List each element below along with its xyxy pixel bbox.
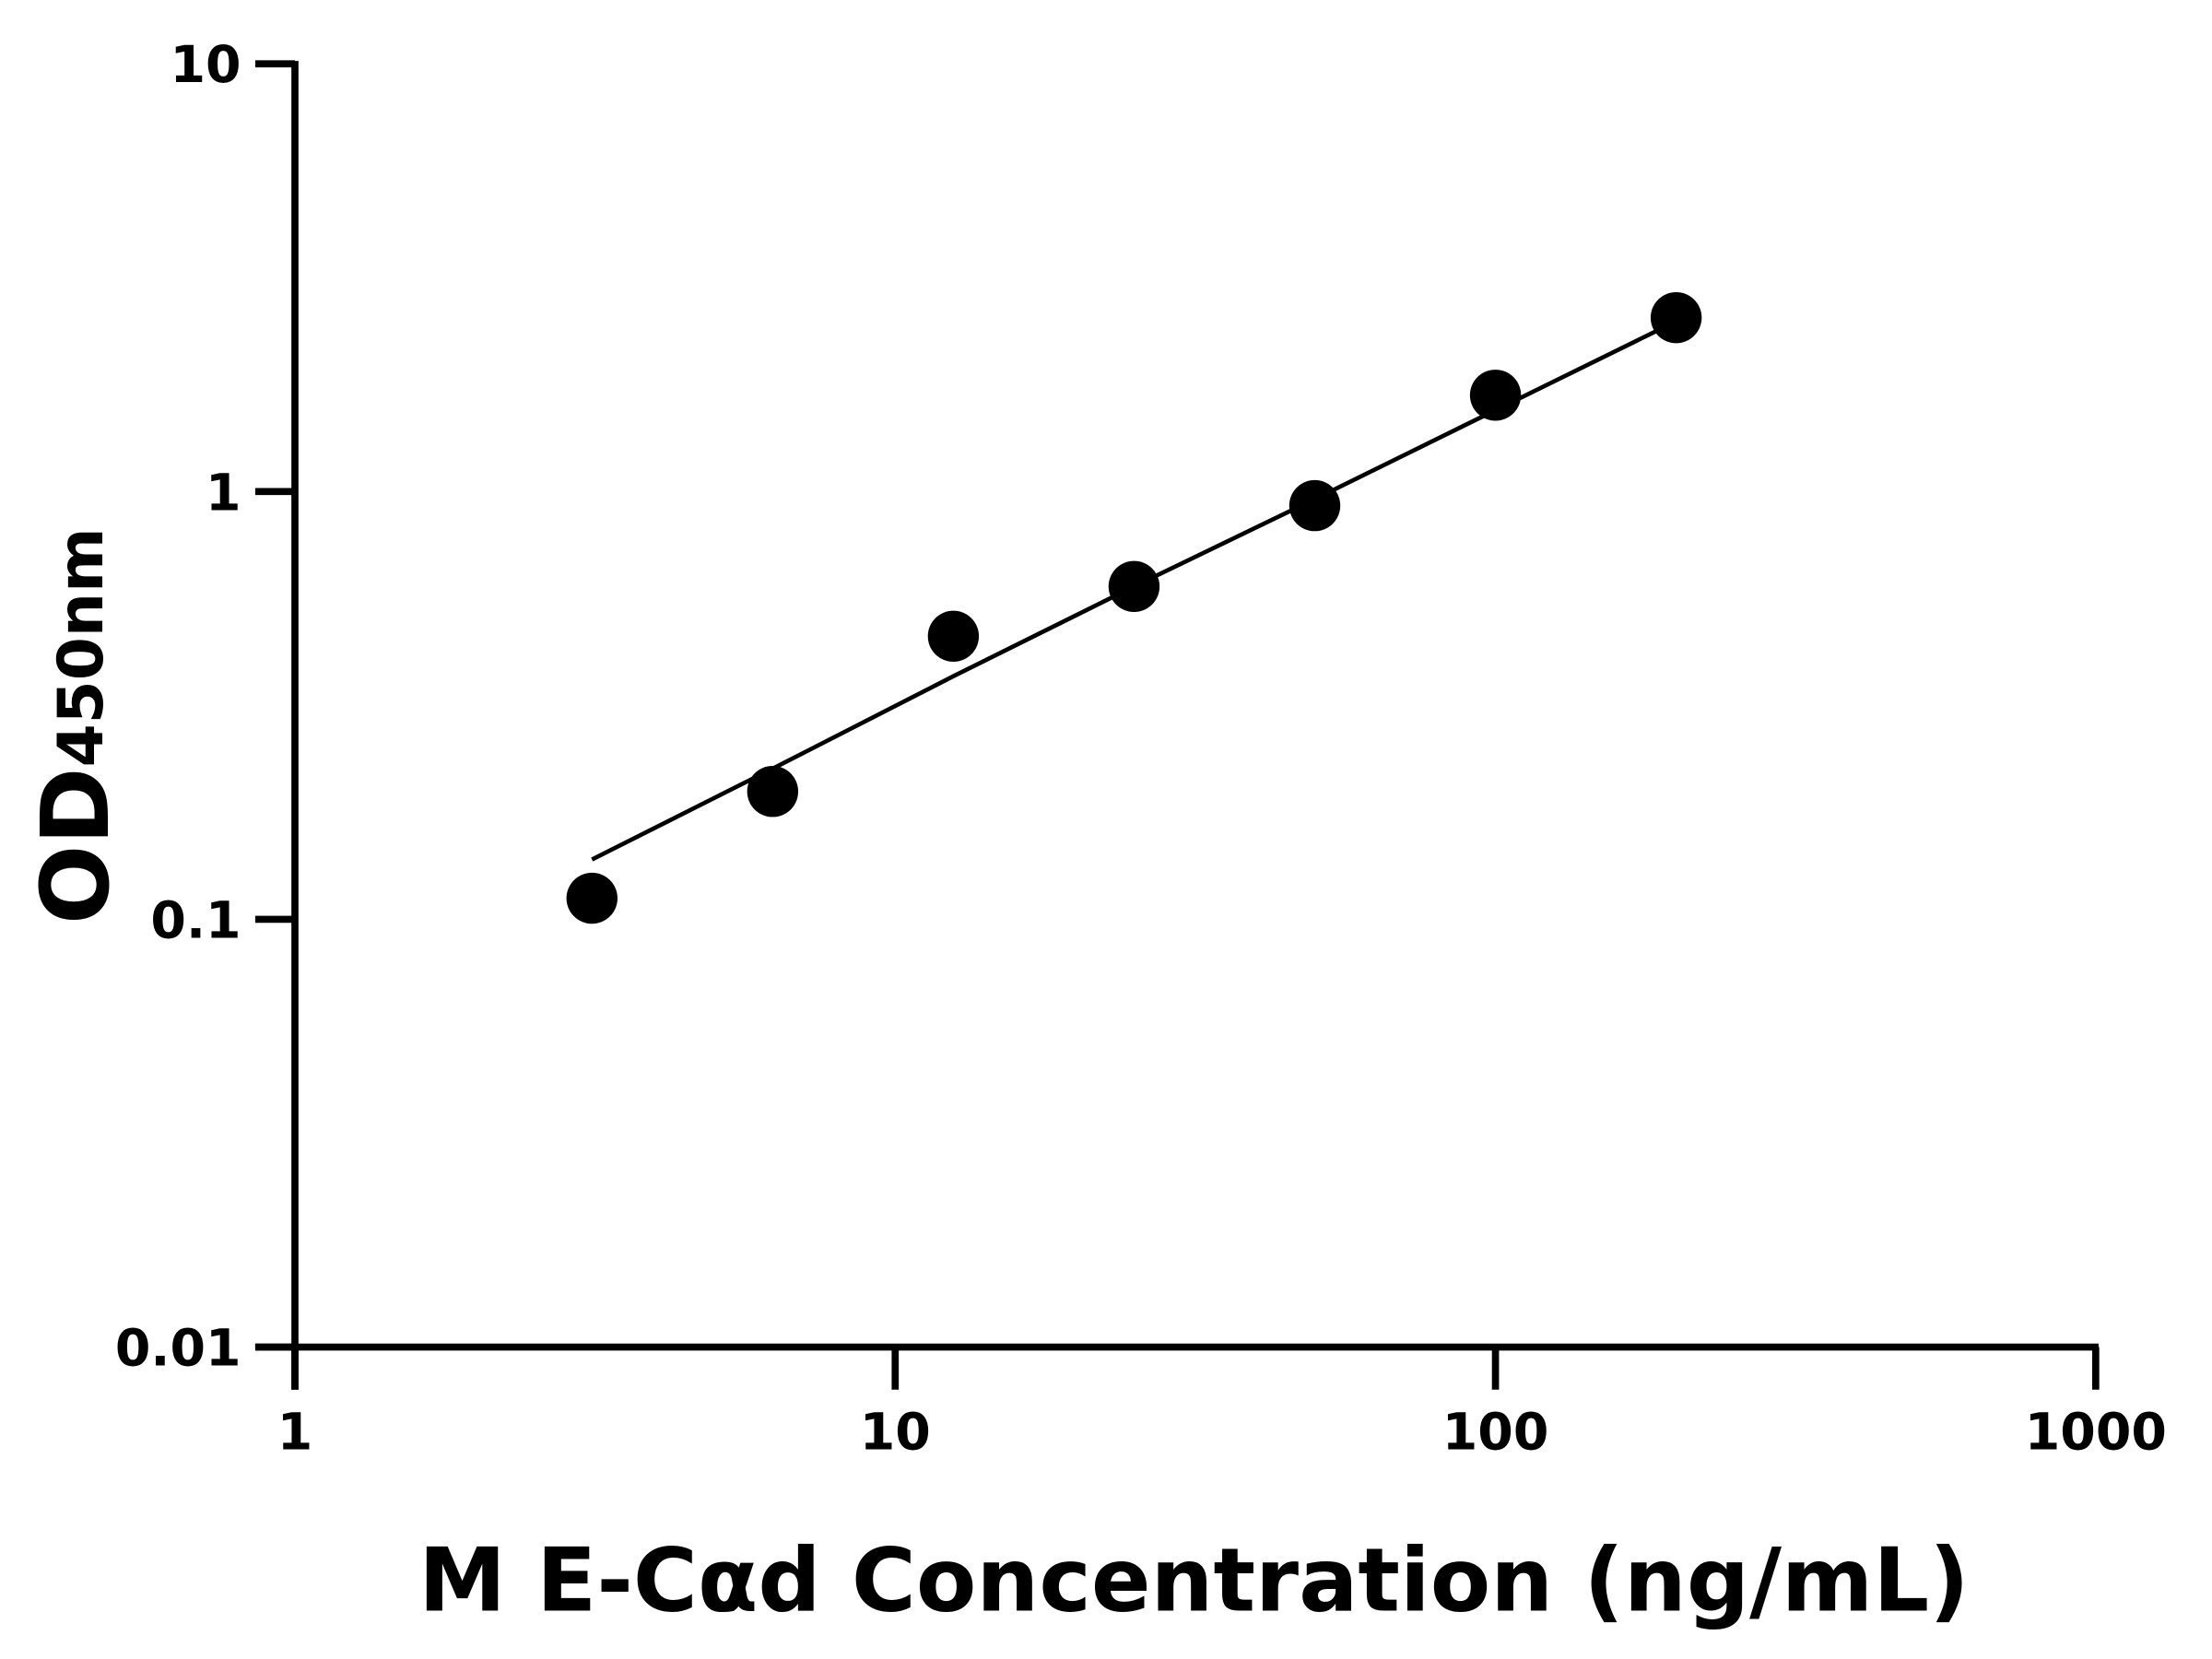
data-point — [1108, 560, 1160, 612]
x-axis-label: M E-Cαd Concentration (ng/mL) — [418, 1530, 1970, 1632]
data-point — [566, 872, 618, 924]
y-tick-label: 0.1 — [150, 891, 241, 950]
y-axis-label-subscript: 450nm — [44, 527, 117, 767]
y-axis-label: OD450nm — [21, 527, 130, 924]
x-tick-label: 1 — [277, 1403, 313, 1462]
y-tick-label: 0.01 — [115, 1320, 241, 1379]
data-point — [1288, 479, 1341, 532]
y-tick-label: 10 — [170, 36, 241, 95]
data-point — [927, 610, 980, 662]
x-tick-label: 1000 — [2025, 1403, 2167, 1462]
y-axis-label-main: OD — [21, 767, 130, 924]
x-tick-label: 10 — [860, 1403, 931, 1462]
y-tick-label: 1 — [206, 464, 241, 523]
data-point — [1650, 291, 1702, 344]
data-point — [1469, 370, 1522, 421]
x-tick-label: 100 — [1442, 1403, 1549, 1462]
data-point — [747, 766, 799, 818]
